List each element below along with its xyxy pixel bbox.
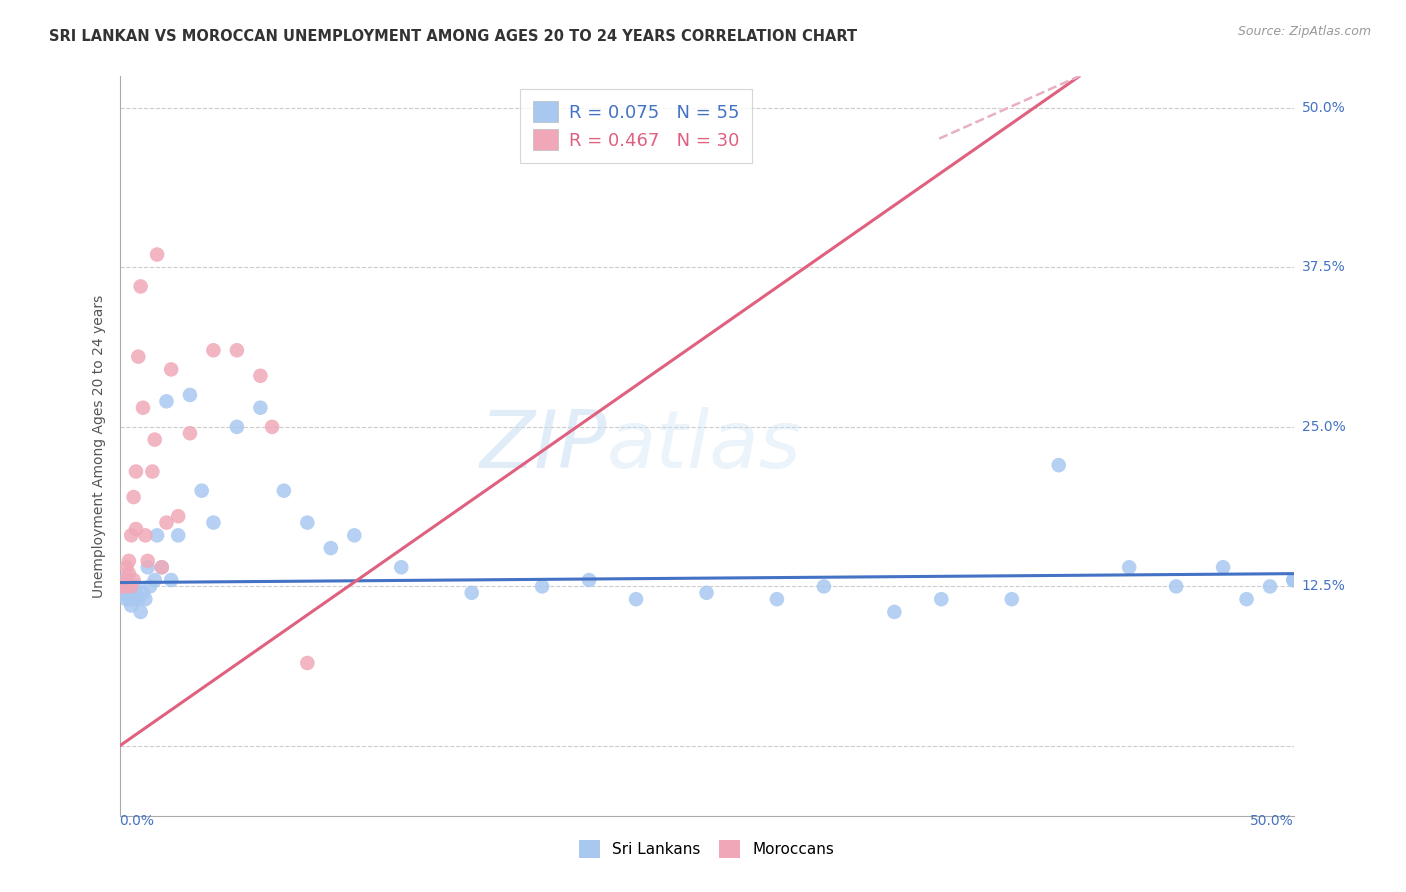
Point [122,592,145,607]
Point [249,368,271,383]
Point [167,509,190,524]
Point [127,350,149,364]
Point [624,592,647,607]
Text: 25.0%: 25.0% [1302,420,1346,434]
Point [139,579,162,593]
Point [146,528,169,542]
Point [118,592,141,607]
Point [389,560,412,574]
Point [112,586,135,600]
Point [150,560,173,574]
Point [132,401,155,415]
Point [125,465,148,479]
Point [143,433,166,447]
Point [225,420,249,434]
Point [115,592,138,607]
Point [155,516,177,530]
Point [136,554,159,568]
Point [115,573,138,587]
Point [150,560,173,574]
Point [132,586,155,600]
Text: 50.0%: 50.0% [1250,814,1294,828]
Point [143,573,166,587]
Text: 0.0%: 0.0% [120,814,155,828]
Point [1047,458,1070,472]
Point [134,528,156,542]
Point [160,573,183,587]
Point [1001,592,1024,607]
Point [190,483,212,498]
Point [297,516,319,530]
Point [118,554,141,568]
Point [1282,573,1305,587]
Point [125,579,148,593]
Point [766,592,789,607]
Text: SRI LANKAN VS MOROCCAN UNEMPLOYMENT AMONG AGES 20 TO 24 YEARS CORRELATION CHART: SRI LANKAN VS MOROCCAN UNEMPLOYMENT AMON… [49,29,858,44]
Point [273,483,295,498]
Point [122,490,145,504]
Point [129,605,152,619]
Point [1118,560,1140,574]
Point [122,573,145,587]
Point [129,279,152,293]
Text: 50.0%: 50.0% [1302,101,1346,115]
Point [160,362,183,376]
Point [118,566,141,581]
Point [125,522,148,536]
Point [127,592,149,607]
Point [120,579,142,593]
Y-axis label: Unemployment Among Ages 20 to 24 years: Unemployment Among Ages 20 to 24 years [91,294,105,598]
Point [167,528,190,542]
Point [225,343,249,358]
Point [1258,579,1281,593]
Point [120,528,142,542]
Point [202,343,225,358]
Point [262,420,284,434]
Point [115,573,138,587]
Point [1164,579,1187,593]
Point [202,516,225,530]
Point [931,592,953,607]
Point [696,586,718,600]
Point [179,426,201,441]
Point [111,579,134,593]
Text: ZIP: ZIP [479,407,607,485]
Point [883,605,905,619]
Point [134,592,156,607]
Point [249,401,271,415]
Point [111,579,134,593]
Point [460,586,484,600]
Point [1282,573,1305,587]
Point [120,579,142,593]
Point [120,599,142,613]
Point [155,394,177,409]
Point [136,560,159,574]
Point [115,560,138,574]
Point [578,573,600,587]
Point [319,541,342,555]
Point [112,579,135,593]
Point [179,388,201,402]
Point [343,528,366,542]
Point [1236,592,1258,607]
Text: Source: ZipAtlas.com: Source: ZipAtlas.com [1237,25,1371,38]
Point [122,586,145,600]
Point [813,579,835,593]
Text: 12.5%: 12.5% [1302,580,1346,593]
Point [112,573,135,587]
Point [1212,560,1234,574]
Point [118,586,141,600]
Point [146,247,169,261]
Point [531,579,554,593]
Point [141,465,163,479]
Point [125,586,148,600]
Text: 37.5%: 37.5% [1302,260,1346,275]
Point [1282,573,1305,587]
Point [297,656,319,670]
Point [1282,573,1305,587]
Legend: Sri Lankans, Moroccans: Sri Lankans, Moroccans [572,834,841,864]
Text: atlas: atlas [607,407,801,485]
